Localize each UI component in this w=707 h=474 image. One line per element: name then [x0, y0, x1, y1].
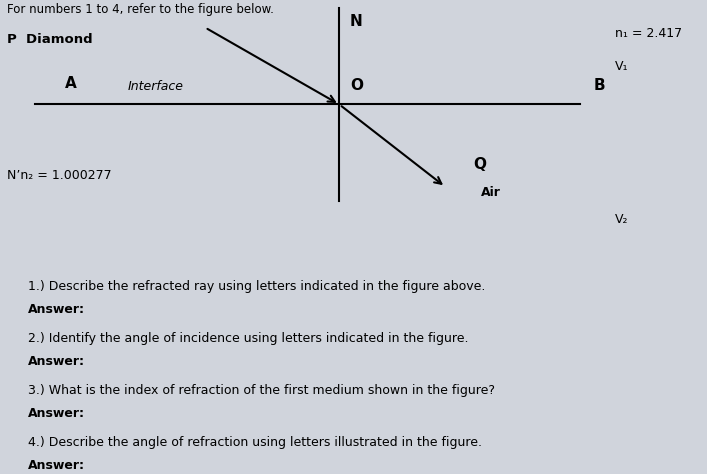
Text: A: A [65, 76, 76, 91]
Text: V₂: V₂ [615, 213, 629, 227]
Text: For numbers 1 to 4, refer to the figure below.: For numbers 1 to 4, refer to the figure … [7, 3, 274, 16]
Text: P  Diamond: P Diamond [7, 33, 93, 46]
Text: 1.) Describe the refracted ray using letters indicated in the figure above.: 1.) Describe the refracted ray using let… [28, 280, 486, 293]
Text: N’n₂ = 1.000277: N’n₂ = 1.000277 [7, 169, 112, 182]
Text: Interface: Interface [127, 81, 184, 93]
Text: B: B [594, 79, 605, 93]
Text: Answer:: Answer: [28, 459, 86, 473]
Text: O: O [350, 79, 363, 93]
Text: n₁ = 2.417: n₁ = 2.417 [615, 27, 682, 40]
Text: Answer:: Answer: [28, 407, 86, 420]
Text: Air: Air [481, 186, 501, 199]
Text: Q: Q [474, 157, 486, 173]
Text: 4.) Describe the angle of refraction using letters illustrated in the figure.: 4.) Describe the angle of refraction usi… [28, 437, 482, 449]
Text: 2.) Identify the angle of incidence using letters indicated in the figure.: 2.) Identify the angle of incidence usin… [28, 332, 469, 345]
Text: V₁: V₁ [615, 61, 629, 73]
Text: Answer:: Answer: [28, 303, 86, 316]
Text: N: N [350, 14, 363, 29]
Text: 3.) What is the index of refraction of the first medium shown in the figure?: 3.) What is the index of refraction of t… [28, 384, 496, 397]
Text: Answer:: Answer: [28, 355, 86, 368]
